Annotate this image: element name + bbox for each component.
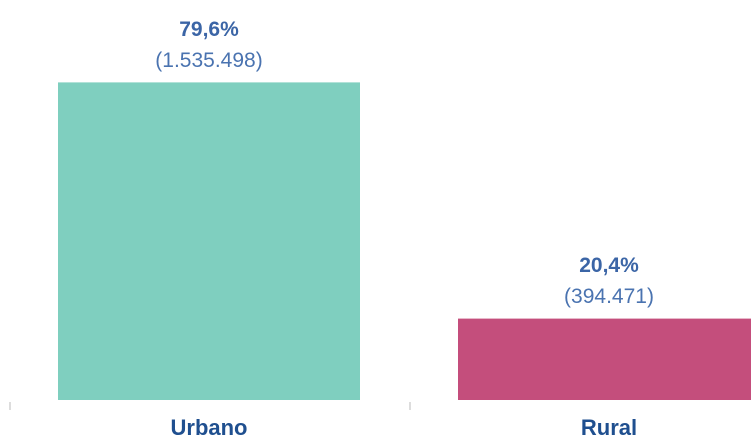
value-label: 20,4% (579, 254, 639, 277)
category-label: Urbano (171, 415, 248, 440)
value-label: 79,6% (179, 18, 239, 41)
count-label: (394.471) (564, 285, 654, 308)
bar (458, 318, 751, 400)
count-label: (1.535.498) (155, 49, 262, 72)
category-label: Rural (581, 415, 637, 440)
bar (58, 82, 360, 401)
